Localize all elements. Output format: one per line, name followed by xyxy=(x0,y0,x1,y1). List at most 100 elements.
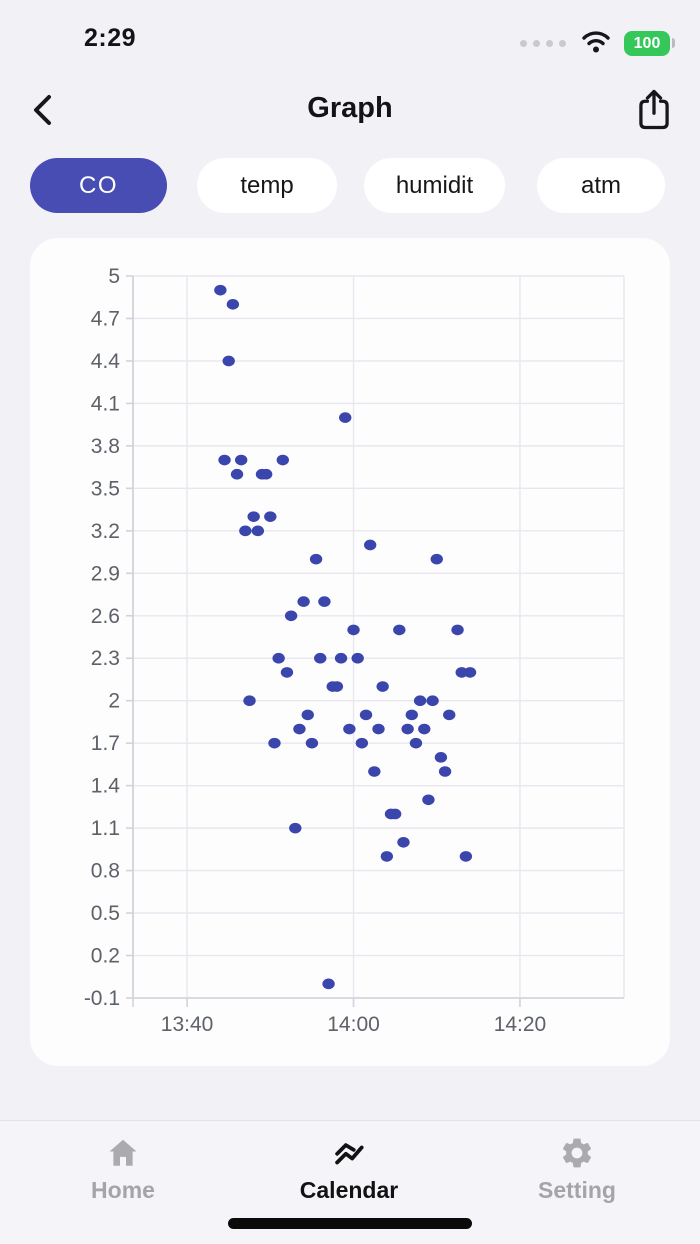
tab-setting[interactable]: Setting xyxy=(487,1131,667,1204)
scatter-point xyxy=(426,695,439,707)
scatter-point xyxy=(239,525,252,537)
scatter-point xyxy=(422,794,435,806)
scatter-point xyxy=(297,596,310,607)
y-tick-label: 2 xyxy=(108,690,120,713)
scatter-point xyxy=(305,737,319,749)
gear-icon xyxy=(487,1131,667,1175)
y-tick-label: 1.1 xyxy=(91,817,120,840)
battery-icon: 100 xyxy=(624,31,675,56)
back-button[interactable] xyxy=(26,90,60,130)
scatter-point xyxy=(280,667,294,678)
scatter-point xyxy=(355,737,369,749)
y-tick-label: 2.3 xyxy=(91,647,120,670)
scatter-point xyxy=(230,468,244,480)
scatter-point xyxy=(226,299,240,310)
scatter-point xyxy=(405,709,418,721)
y-tick-label: 3.5 xyxy=(91,477,120,500)
y-tick-label: 4.4 xyxy=(91,350,121,373)
scatter-point xyxy=(243,695,256,707)
scatter-point xyxy=(284,610,298,622)
y-tick-label: 0.5 xyxy=(91,902,120,925)
wifi-icon xyxy=(580,28,612,59)
scatter-point xyxy=(318,596,331,607)
tab-home[interactable]: Home xyxy=(33,1131,213,1204)
scatter-point xyxy=(393,624,406,636)
scatter-point xyxy=(272,652,285,664)
scatter-point xyxy=(276,454,289,466)
tab-calendar[interactable]: Calendar xyxy=(259,1131,439,1204)
x-tick-label: 13:40 xyxy=(161,1013,214,1036)
scatter-point xyxy=(214,284,227,296)
y-tick-label: 2.6 xyxy=(91,605,120,628)
status-icons: 100 xyxy=(520,28,675,59)
scatter-point xyxy=(334,652,348,664)
scatter-point xyxy=(301,709,314,721)
scatter-point xyxy=(430,553,443,565)
y-tick-label: 0.8 xyxy=(91,860,120,883)
y-tick-label: 2.9 xyxy=(91,562,120,585)
scatter-point xyxy=(413,695,427,707)
scatter-point xyxy=(418,723,431,735)
chevron-left-icon xyxy=(26,95,60,134)
battery-level: 100 xyxy=(633,34,661,52)
scatter-point xyxy=(259,468,273,480)
scatter-chart: 5 4.7 4.4 4.1 3.8 3.5 3.2 2.9 2.6 2.3 2 1.7 1.4 1.1 0.… xyxy=(84,265,625,1036)
y-tick-label: -0.1 xyxy=(84,987,120,1010)
chart-card: 5 4.7 4.4 4.1 3.8 3.5 3.2 2.9 2.6 2.3 2 1.7 1.4 1.1 0.… xyxy=(30,238,670,1066)
scatter-point xyxy=(339,412,352,423)
scatter-point xyxy=(451,624,464,636)
scatter-point xyxy=(309,553,323,565)
scatter-point xyxy=(234,454,248,466)
scatter-point xyxy=(376,681,389,692)
cellular-signal-icon xyxy=(520,40,566,47)
x-tick-label: 14:20 xyxy=(494,1013,547,1036)
y-tick-label: 3.8 xyxy=(91,435,120,458)
share-button[interactable] xyxy=(632,86,676,134)
scatter-point xyxy=(363,539,377,551)
scatter-point xyxy=(459,851,473,862)
scatter-point xyxy=(368,766,381,777)
filter-pill-temp[interactable]: temp xyxy=(197,158,337,213)
scatter-point xyxy=(380,851,394,862)
filter-pill-co[interactable]: CO xyxy=(30,158,167,213)
tab-calendar-label: Calendar xyxy=(299,1177,399,1203)
scatter-point xyxy=(322,978,335,990)
scatter-point xyxy=(314,652,327,664)
y-tick-label: 3.2 xyxy=(91,520,120,543)
line-chart-icon xyxy=(259,1131,439,1175)
scatter-point xyxy=(247,511,260,522)
status-time: 2:29 xyxy=(84,24,137,52)
y-tick-label: 4.1 xyxy=(91,392,120,415)
y-tick-label: 1.4 xyxy=(91,775,121,798)
home-indicator[interactable] xyxy=(228,1218,472,1229)
filter-pill-atm[interactable]: atm xyxy=(537,158,665,213)
scatter-point xyxy=(388,808,402,820)
filter-pill-humidit[interactable]: humidit xyxy=(364,158,505,213)
scatter-point xyxy=(409,737,423,749)
share-icon xyxy=(632,89,676,138)
y-tick-label: 4.7 xyxy=(91,307,120,330)
y-tick-label: 0.2 xyxy=(91,945,120,968)
scatter-point xyxy=(443,709,456,721)
scatter-point xyxy=(268,737,281,749)
scatter-point xyxy=(401,723,414,735)
scatter-point xyxy=(463,667,477,678)
scatter-point xyxy=(347,624,360,636)
scatter-point xyxy=(264,511,277,522)
scatter-point xyxy=(222,355,235,367)
scatter-point xyxy=(438,766,452,777)
y-tick-label: 5 xyxy=(108,265,120,288)
y-tick-label: 1.7 xyxy=(91,732,120,755)
tab-setting-label: Setting xyxy=(538,1177,616,1203)
scatter-point xyxy=(434,752,448,763)
page-title: Graph xyxy=(307,92,393,124)
scatter-point xyxy=(351,652,364,664)
scatter-point xyxy=(343,723,356,735)
scatter-point xyxy=(289,822,302,834)
scatter-point xyxy=(397,836,410,848)
scatter-point xyxy=(251,525,265,537)
scatter-point xyxy=(330,681,344,692)
scatter-point xyxy=(372,723,385,735)
x-tick-label: 14:00 xyxy=(327,1013,380,1036)
scatter-point xyxy=(359,709,373,721)
